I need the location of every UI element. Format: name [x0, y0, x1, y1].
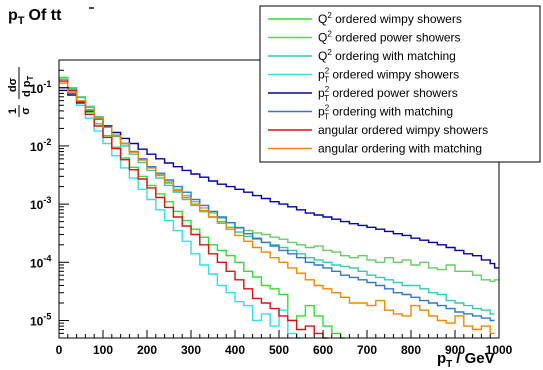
series-layer	[59, 76, 499, 339]
y-tick-label--5: 10-5	[30, 311, 51, 328]
y-axis-label: 1 σ dσ d pT	[7, 67, 35, 117]
y-label-den2: d pT	[21, 76, 35, 98]
x-tick-label-1000: 1000	[486, 343, 513, 357]
x-tick-label-900: 900	[445, 343, 465, 357]
y-tick-label--4: 10-4	[30, 253, 51, 270]
legend-label-8: angular ordering with matching	[318, 142, 482, 156]
series-line-8	[59, 82, 495, 335]
x-tick-label-300: 300	[181, 343, 201, 357]
legend-label-3: Q2 ordering with matching	[318, 48, 456, 63]
legend-label-4: p2 T ordered wimpy showers	[318, 67, 459, 85]
legend-label-6: p2 T ordering with matching	[318, 104, 453, 122]
chart-title: pT Of tt	[8, 7, 62, 27]
x-tick-label-100: 100	[93, 343, 113, 357]
x-tick-label-200: 200	[137, 343, 157, 357]
x-tick-label-700: 700	[357, 343, 377, 357]
series-line-5	[59, 89, 499, 269]
x-tick-label-0: 0	[56, 343, 63, 357]
y-label-num1: 1	[7, 108, 19, 114]
legend-label-5: p2 T ordered power showers	[318, 85, 458, 103]
legend-label-2: Q2 ordered power showers	[318, 30, 461, 45]
series-line-1	[59, 76, 345, 339]
series-line-7	[59, 80, 328, 339]
y-tick-label--3: 10-3	[30, 195, 51, 212]
y-label-num2: dσ	[7, 77, 19, 92]
series-line-3	[59, 78, 495, 315]
x-tick-label-800: 800	[401, 343, 421, 357]
legend-label-7: angular ordered wimpy showers	[318, 123, 488, 137]
x-tick-label-600: 600	[313, 343, 333, 357]
legend: Q2 ordered wimpy showers Q2 ordered power…	[259, 5, 541, 163]
x-axis-label: pT / GeV	[437, 350, 495, 370]
legend-box	[259, 5, 541, 163]
y-label-den1: σ	[20, 107, 32, 115]
y-tick-label--2: 10-2	[30, 137, 51, 154]
ticks-layer: 0 100 200 300 400 500 600 700 800 900 1000 10-1 10-2…	[30, 69, 513, 357]
x-tick-label-500: 500	[269, 343, 289, 357]
legend-label-1: Q2 ordered wimpy showers	[318, 11, 462, 26]
y-tick-label--1: 10-1	[30, 79, 51, 96]
x-tick-label-400: 400	[225, 343, 245, 357]
title-tbar: t	[56, 7, 62, 24]
